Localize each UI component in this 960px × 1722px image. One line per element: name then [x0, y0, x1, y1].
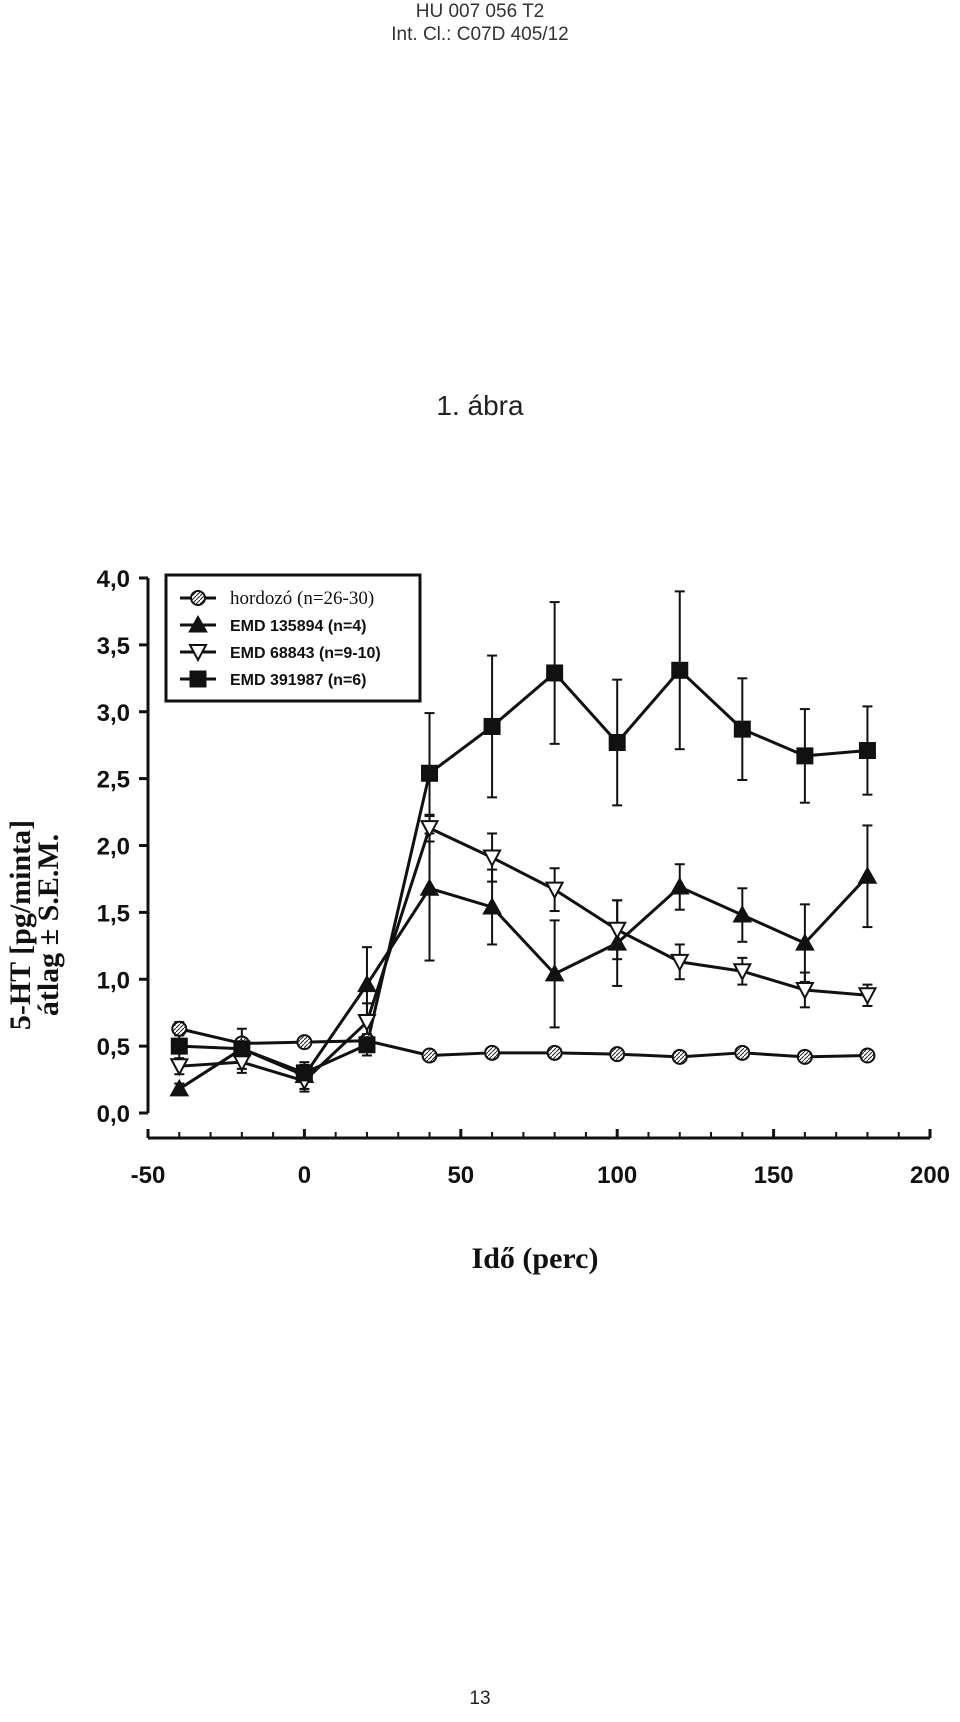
data-point	[796, 1048, 813, 1065]
data-point	[296, 1034, 313, 1051]
data-point	[795, 933, 815, 951]
x-tick-label: 100	[597, 1162, 637, 1189]
x-tick-label: -50	[131, 1162, 166, 1189]
data-point	[295, 1064, 313, 1082]
x-tick-label: 0	[298, 1162, 311, 1189]
data-point	[358, 1036, 376, 1054]
legend-marker	[190, 590, 206, 606]
data-point	[858, 742, 876, 760]
data-point	[671, 661, 689, 679]
data-point	[857, 987, 878, 1006]
y-tick-label: 1,5	[97, 900, 130, 927]
data-point	[233, 1040, 251, 1058]
data-point	[357, 974, 377, 993]
data-point	[670, 953, 690, 972]
data-point	[169, 1058, 189, 1077]
x-tick-label: 200	[910, 1162, 950, 1189]
y-tick-label: 4,0	[97, 566, 130, 593]
data-point	[732, 963, 752, 982]
y-tick-label: 0,5	[97, 1034, 130, 1061]
legend-marker	[188, 614, 208, 633]
data-point	[419, 878, 440, 896]
legend-label: EMD 391987 (n=6)	[230, 672, 367, 689]
data-point	[419, 820, 440, 839]
series-line-1	[178, 1027, 868, 1059]
data-point	[608, 734, 626, 752]
data-point	[357, 1014, 377, 1033]
patent-number: HU 007 056 T2	[415, 1, 545, 22]
data-point	[609, 1046, 626, 1063]
data-point	[169, 1078, 190, 1097]
data-point	[795, 981, 815, 1001]
series-line-4	[179, 668, 868, 1075]
y-tick-label: 0,0	[97, 1101, 130, 1128]
x-axis-title: Idő (perc)	[472, 1242, 599, 1275]
data-point	[669, 876, 690, 895]
data-point	[482, 849, 502, 868]
y-tick-label: 3,0	[97, 700, 130, 727]
data-point	[544, 881, 565, 900]
data-point	[544, 963, 565, 982]
y-tick-label: 3,5	[97, 633, 130, 660]
legend-marker	[189, 670, 207, 688]
y-tick-label: 2,5	[97, 767, 130, 794]
figure-title: 1. ábra	[436, 390, 524, 421]
data-point	[796, 747, 814, 765]
data-point	[859, 1047, 876, 1064]
page-number: 13	[469, 1688, 491, 1709]
data-point	[733, 720, 751, 738]
legend-label: EMD 135894 (n=4)	[230, 618, 367, 635]
legend-label: EMD 68843 (n=9-10)	[230, 645, 381, 662]
y-axis-title-line1: 5-HT [pg/minta]	[4, 820, 37, 1030]
data-point	[607, 933, 628, 951]
data-point	[857, 866, 878, 884]
data-point	[482, 897, 502, 915]
data-point	[734, 1044, 751, 1061]
patent-classification: Int. Cl.: C07D 405/12	[391, 24, 569, 45]
y-tick-label: 1,0	[97, 967, 130, 994]
data-point	[421, 764, 439, 782]
y-tick-label: 2,0	[97, 834, 130, 861]
x-tick-label: 150	[754, 1162, 794, 1189]
x-tick-label: 50	[447, 1162, 474, 1189]
data-point	[170, 1037, 188, 1055]
y-axis-title-line2: átlag ± S.E.M.	[32, 834, 65, 1016]
data-point	[171, 1020, 188, 1037]
patent-header: HU 007 056 T2 Int. Cl.: C07D 405/12	[0, 0, 960, 46]
legend-marker	[188, 644, 208, 663]
data-point	[671, 1048, 688, 1065]
data-point	[484, 1044, 501, 1061]
data-point	[546, 664, 564, 682]
legend-label: hordozó (n=26-30)	[230, 588, 374, 609]
data-point	[546, 1044, 563, 1061]
data-point	[732, 905, 753, 923]
data-point	[483, 717, 501, 735]
line-chart: 0,0 0,5 1,0 1,5 2,0 2,5 3,0 3,5 4,0 -50 0 50 100 150 2…	[4, 566, 950, 1275]
data-point	[607, 921, 627, 940]
series-line-3	[179, 826, 868, 1083]
series-line-2	[178, 875, 869, 1091]
data-point	[421, 1047, 438, 1064]
